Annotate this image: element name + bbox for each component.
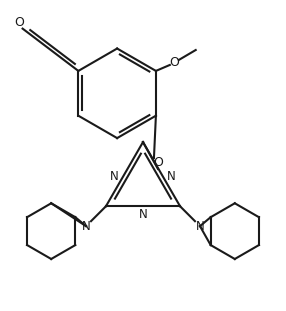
Text: N: N: [110, 169, 119, 183]
Text: N: N: [82, 220, 90, 233]
Text: O: O: [169, 57, 179, 69]
Text: O: O: [15, 16, 25, 29]
Text: N: N: [196, 220, 204, 233]
Text: N: N: [139, 208, 147, 221]
Text: O: O: [153, 156, 163, 169]
Text: N: N: [167, 169, 176, 183]
